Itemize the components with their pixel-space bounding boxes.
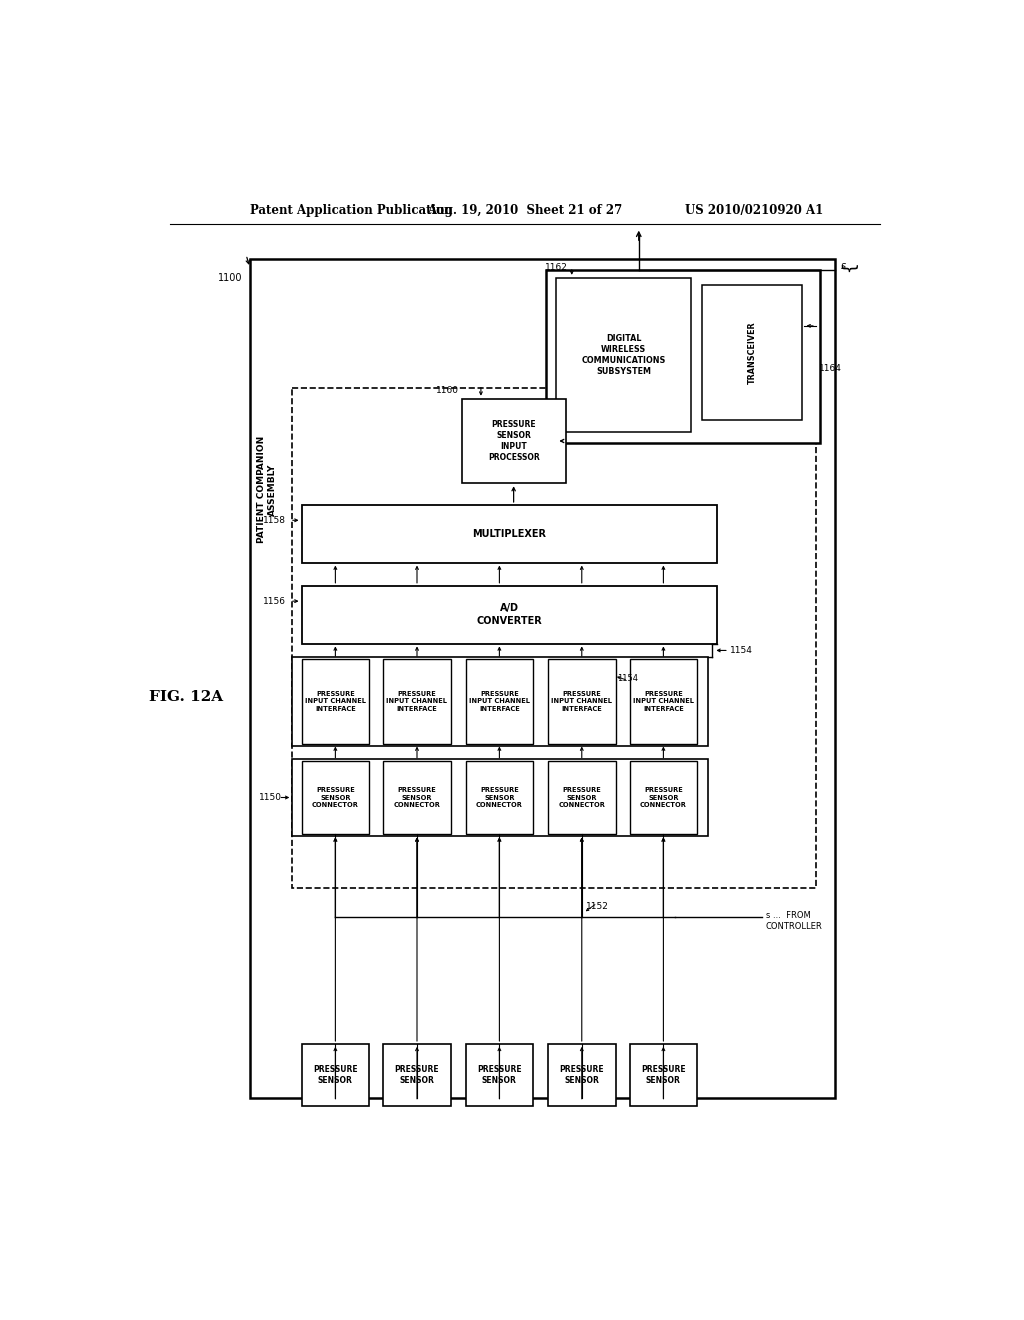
Text: PRESSURE
INPUT CHANNEL
INTERFACE: PRESSURE INPUT CHANNEL INTERFACE — [469, 690, 529, 711]
Text: DIGITAL
WIRELESS
COMMUNICATIONS
SUBSYSTEM: DIGITAL WIRELESS COMMUNICATIONS SUBSYSTE… — [582, 334, 666, 376]
Text: 1164: 1164 — [819, 364, 842, 372]
Text: MULTIPLEXER: MULTIPLEXER — [472, 529, 547, 539]
Text: PRESSURE
SENSOR
CONNECTOR: PRESSURE SENSOR CONNECTOR — [640, 787, 687, 808]
Bar — [250, 259, 836, 1098]
Bar — [466, 659, 534, 743]
Text: US 2010/0210920 A1: US 2010/0210920 A1 — [685, 205, 823, 218]
Bar — [548, 1044, 615, 1105]
Text: 1162: 1162 — [545, 264, 567, 272]
Text: 1160: 1160 — [435, 385, 459, 395]
Text: Aug. 19, 2010  Sheet 21 of 27: Aug. 19, 2010 Sheet 21 of 27 — [427, 205, 623, 218]
Bar — [383, 1044, 451, 1105]
Text: PRESSURE
SENSOR
INPUT
PROCESSOR: PRESSURE SENSOR INPUT PROCESSOR — [487, 420, 540, 462]
Text: FIG. 12A: FIG. 12A — [148, 690, 223, 705]
Text: 1100: 1100 — [218, 273, 243, 282]
Bar — [701, 285, 802, 420]
Bar — [466, 1044, 534, 1105]
Text: s ...: s ... — [842, 261, 859, 271]
Text: PRESSURE
SENSOR
CONNECTOR: PRESSURE SENSOR CONNECTOR — [558, 787, 605, 808]
Text: 1150: 1150 — [259, 793, 283, 803]
Text: Patent Application Publication: Patent Application Publication — [250, 205, 453, 218]
Bar — [547, 271, 819, 444]
Bar — [301, 659, 370, 743]
Bar — [301, 586, 717, 644]
Text: PRESSURE
SENSOR: PRESSURE SENSOR — [641, 1065, 686, 1085]
Text: A/D
CONVERTER: A/D CONVERTER — [476, 603, 543, 626]
Text: PRESSURE
SENSOR
CONNECTOR: PRESSURE SENSOR CONNECTOR — [476, 787, 523, 808]
Text: s ...  FROM
CONTROLLER: s ... FROM CONTROLLER — [766, 911, 822, 931]
Text: }: } — [837, 264, 855, 276]
Bar — [292, 388, 816, 888]
Text: PRESSURE
INPUT CHANNEL
INTERFACE: PRESSURE INPUT CHANNEL INTERFACE — [633, 690, 694, 711]
Bar — [292, 657, 708, 746]
Text: 1152: 1152 — [586, 902, 608, 911]
Bar — [383, 659, 451, 743]
Text: PRESSURE
SENSOR: PRESSURE SENSOR — [559, 1065, 604, 1085]
Text: 1154: 1154 — [617, 675, 638, 684]
Text: PRESSURE
INPUT CHANNEL
INTERFACE: PRESSURE INPUT CHANNEL INTERFACE — [305, 690, 366, 711]
Text: PRESSURE
INPUT CHANNEL
INTERFACE: PRESSURE INPUT CHANNEL INTERFACE — [386, 690, 447, 711]
Text: PRESSURE
SENSOR: PRESSURE SENSOR — [477, 1065, 521, 1085]
Text: 1154: 1154 — [730, 645, 754, 655]
Bar — [301, 760, 370, 834]
Bar — [548, 760, 615, 834]
Bar — [630, 1044, 697, 1105]
Bar — [462, 399, 565, 483]
Bar — [556, 277, 691, 432]
Text: PRESSURE
SENSOR
CONNECTOR: PRESSURE SENSOR CONNECTOR — [312, 787, 358, 808]
Bar — [630, 760, 697, 834]
Bar — [292, 759, 708, 836]
Text: 1156: 1156 — [263, 597, 286, 606]
Bar — [630, 659, 697, 743]
Text: PRESSURE
SENSOR
CONNECTOR: PRESSURE SENSOR CONNECTOR — [393, 787, 440, 808]
Bar — [301, 1044, 370, 1105]
Text: PRESSURE
SENSOR: PRESSURE SENSOR — [313, 1065, 357, 1085]
Bar — [301, 506, 717, 562]
Bar — [466, 760, 534, 834]
Text: TRANSCEIVER: TRANSCEIVER — [748, 322, 757, 384]
Text: PRESSURE
SENSOR: PRESSURE SENSOR — [394, 1065, 439, 1085]
Bar — [548, 659, 615, 743]
Text: 1158: 1158 — [263, 516, 286, 525]
Text: PATIENT COMPANION
ASSEMBLY: PATIENT COMPANION ASSEMBLY — [257, 436, 276, 543]
Bar — [383, 760, 451, 834]
Text: PRESSURE
INPUT CHANNEL
INTERFACE: PRESSURE INPUT CHANNEL INTERFACE — [551, 690, 612, 711]
